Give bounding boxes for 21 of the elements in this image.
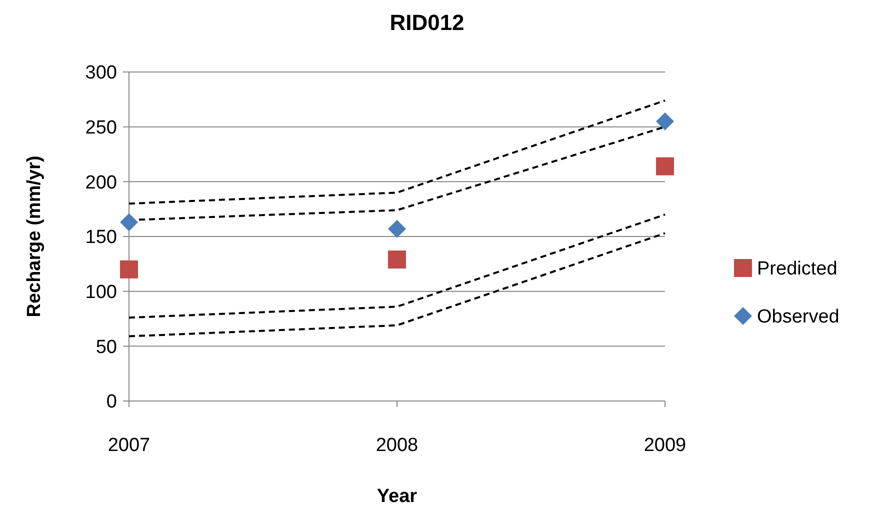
- x-tick-label: 2007: [108, 435, 150, 456]
- y-tick-label: 0: [106, 392, 117, 413]
- y-tick-label: 200: [85, 172, 117, 194]
- x-axis-title: Year: [376, 486, 418, 507]
- y-tick-label: 50: [96, 336, 117, 358]
- legend-label: Predicted: [757, 258, 838, 280]
- y-tick-label: 150: [85, 227, 117, 248]
- legend-label: Observed: [757, 306, 840, 328]
- point: [120, 213, 138, 232]
- point: [388, 220, 406, 238]
- y-tick-label: 250: [85, 117, 117, 138]
- y-axis-title: Recharge (mm/yr): [24, 156, 45, 318]
- y-tick-label: 300: [85, 62, 117, 84]
- point: [388, 250, 406, 269]
- chart-title: RID012: [390, 10, 464, 35]
- y-tick-label: 100: [85, 282, 117, 303]
- x-tick-label: 2008: [376, 435, 418, 456]
- point: [656, 112, 674, 130]
- point: [120, 260, 138, 278]
- point: [656, 157, 674, 176]
- x-tick-label: 2009: [644, 435, 686, 456]
